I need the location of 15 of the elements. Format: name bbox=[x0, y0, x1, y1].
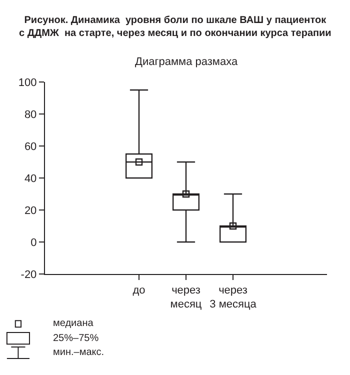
x-tick-label: через 3 месяца bbox=[210, 284, 258, 311]
y-tick-label: 80 bbox=[24, 108, 37, 121]
text: 25%–75% bbox=[53, 333, 99, 344]
x-tick-label: до bbox=[132, 284, 146, 296]
y-tick-label: 100 bbox=[18, 76, 37, 89]
y-tick-label: 20 bbox=[24, 204, 37, 217]
chart-title: Рисунок. Динамика уровня боли по шкале ВАШ у пациенток с ДДМЖ на старте, через месяц и по окончании курса терапии bbox=[19, 15, 332, 39]
text: мин.–макс. bbox=[53, 347, 104, 358]
chart-subtitle: Диаграмма размаха bbox=[135, 56, 238, 68]
y-tick-label: -20 bbox=[20, 268, 37, 281]
y-tick-label: 60 bbox=[24, 140, 37, 153]
y-tick-label: 0 bbox=[30, 236, 37, 249]
y-tick-label: 40 bbox=[24, 172, 37, 185]
text: медиана bbox=[53, 318, 94, 329]
x-tick-label: через месяц bbox=[170, 284, 202, 311]
